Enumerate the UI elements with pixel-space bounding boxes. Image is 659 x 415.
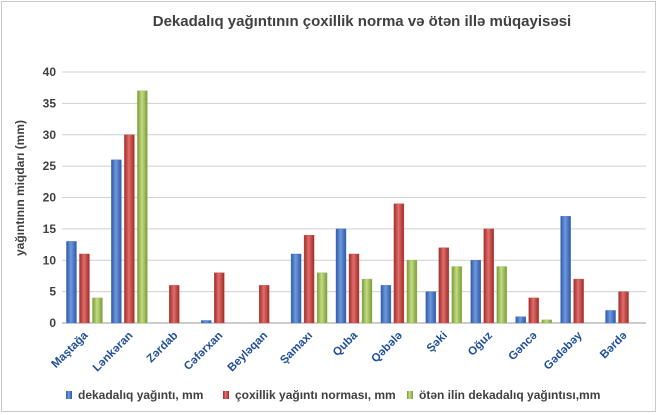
bar-1-13 bbox=[605, 310, 616, 324]
bar-2-5 bbox=[258, 285, 270, 324]
bar-2-3 bbox=[169, 285, 180, 324]
bar-2-11 bbox=[528, 297, 539, 324]
y-tick-label: 5 bbox=[49, 285, 56, 299]
bar-3-11 bbox=[541, 319, 552, 324]
x-tick-label: Lənkəran bbox=[91, 330, 136, 375]
bar-2-8 bbox=[393, 203, 405, 324]
chart-title: Dekadalıq yağıntının çoxillik norma və ö… bbox=[153, 13, 571, 30]
legend-label-3: ötən ilin dekadalıq yağıntısı,mm bbox=[419, 388, 600, 402]
bar-2-4 bbox=[214, 272, 225, 324]
y-tick-label: 15 bbox=[43, 222, 57, 236]
bar-3-6 bbox=[316, 272, 328, 324]
bar-2-6 bbox=[303, 234, 315, 324]
y-tick-label: 40 bbox=[43, 65, 57, 79]
bar-1-10 bbox=[470, 260, 481, 324]
y-axis-label: yağıntının miqdarı (mm) bbox=[13, 120, 27, 256]
bar-2-10 bbox=[483, 228, 494, 324]
x-tick-label: Oğuz bbox=[466, 329, 495, 358]
x-tick-label: Bərdə bbox=[598, 330, 630, 362]
bar-1-9 bbox=[425, 291, 437, 324]
bar-3-9 bbox=[451, 266, 463, 324]
y-tick-label: 0 bbox=[49, 316, 56, 330]
x-tick-label: Şamaxı bbox=[278, 330, 315, 367]
x-tick-label: Beyləqan bbox=[226, 330, 271, 375]
x-tick-label: Quba bbox=[331, 329, 361, 359]
bars bbox=[66, 90, 629, 324]
x-tick-label: Gədəbəy bbox=[542, 329, 585, 372]
x-tick-labels: Maştağa Lənkəran Zərdab Cəfərxan Beyləqan Şam… bbox=[50, 329, 630, 374]
x-tick-label: Cəfərxan bbox=[182, 330, 225, 373]
bar-3-10 bbox=[496, 266, 507, 324]
bar-1-12 bbox=[560, 216, 571, 324]
legend-swatch-3 bbox=[407, 391, 413, 399]
y-tick-label: 25 bbox=[43, 159, 57, 173]
bar-3-1 bbox=[92, 297, 103, 324]
bar-2-9 bbox=[438, 247, 450, 324]
bar-3-8 bbox=[406, 260, 418, 324]
bar-2-13 bbox=[618, 291, 629, 324]
legend-swatch-2 bbox=[223, 391, 229, 399]
y-tick-label: 10 bbox=[43, 253, 57, 267]
x-tick-label: Zərdab bbox=[145, 330, 181, 366]
bar-1-8 bbox=[380, 285, 392, 324]
bar-3-2 bbox=[137, 90, 148, 324]
x-tick-label: Qəbələ bbox=[369, 330, 405, 366]
x-tick-label: Şəki bbox=[425, 330, 450, 355]
bar-1-2 bbox=[111, 159, 122, 324]
bar-1-7 bbox=[335, 228, 347, 324]
bar-2-2 bbox=[124, 134, 135, 324]
y-tick-label: 30 bbox=[43, 128, 57, 142]
x-tick-label: Gəncə bbox=[506, 330, 539, 363]
y-tick-labels: 0 5 10 15 20 25 30 35 40 bbox=[43, 65, 57, 330]
bar-3-7 bbox=[361, 278, 373, 324]
bar-2-7 bbox=[348, 253, 360, 324]
legend-label-1: dekadalıq yağıntı, mm bbox=[78, 388, 203, 402]
bar-1-6 bbox=[290, 253, 302, 324]
bar-1-4 bbox=[201, 320, 212, 324]
x-tick-label: Maştağa bbox=[50, 329, 91, 370]
bar-1-11 bbox=[515, 316, 526, 324]
legend: dekadalıq yağıntı, mm çoxillik yağıntı no… bbox=[66, 388, 600, 402]
bar-2-1 bbox=[79, 253, 90, 324]
bar-2-12 bbox=[573, 278, 584, 324]
y-tick-label: 20 bbox=[43, 191, 57, 205]
y-tick-label: 35 bbox=[43, 96, 57, 110]
bar-1-1 bbox=[66, 241, 77, 324]
legend-swatch-1 bbox=[66, 391, 72, 399]
legend-label-2: çoxillik yağıntı norması, mm bbox=[235, 388, 396, 402]
